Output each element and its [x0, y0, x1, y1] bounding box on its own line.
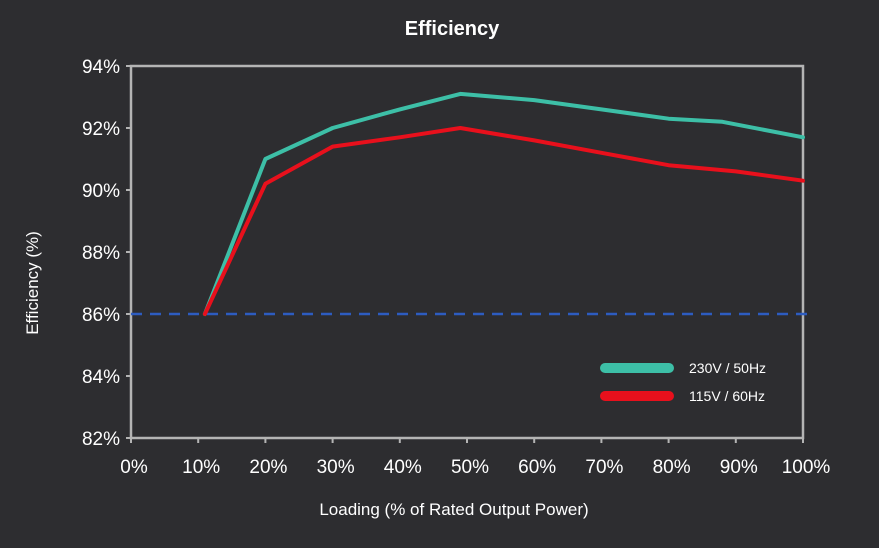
legend-label-1: 230V / 50Hz: [689, 360, 766, 376]
x-tick-label: 0%: [120, 457, 148, 478]
y-tick-label: 90%: [82, 181, 120, 202]
x-tick-label: 30%: [317, 457, 355, 478]
chart-title: Efficiency: [405, 18, 500, 40]
x-tick-label: 40%: [384, 457, 422, 478]
y-tick-label: 88%: [82, 243, 120, 264]
y-tick-label: 82%: [82, 429, 120, 450]
x-axis-label: Loading (% of Rated Output Power): [319, 500, 588, 519]
x-tick-label: 50%: [451, 457, 489, 478]
y-tick-label: 86%: [82, 305, 120, 326]
x-tick-label: 20%: [249, 457, 287, 478]
legend-label-2: 115V / 60Hz: [689, 388, 765, 404]
x-tick-label: 100%: [782, 457, 831, 478]
y-tick-label: 94%: [82, 57, 120, 78]
x-tick-label: 80%: [653, 457, 691, 478]
y-axis-label: Efficiency (%): [23, 231, 42, 335]
x-tick-label: 70%: [585, 457, 623, 478]
x-tick-label: 90%: [720, 457, 758, 478]
series-line-1: [202, 91, 805, 316]
series-line-2: [202, 126, 805, 316]
x-tick-label: 10%: [182, 457, 220, 478]
y-tick-label: 92%: [82, 119, 120, 140]
x-tick-label: 60%: [518, 457, 556, 478]
y-tick-label: 84%: [82, 367, 120, 388]
